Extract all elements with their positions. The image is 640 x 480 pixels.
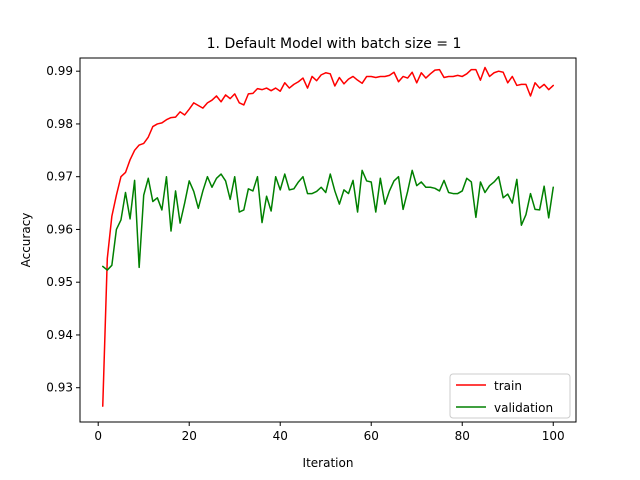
plot-frame <box>79 57 577 423</box>
y-tick-label: 0.99 <box>46 64 73 78</box>
y-tick-label: 0.98 <box>46 117 73 131</box>
series-line-train <box>102 66 554 407</box>
series-line-validation <box>102 169 554 271</box>
y-axis: 0.93 0.94 0.95 0.96 0.97 0.98 0.99 <box>46 64 80 395</box>
y-axis-label: Accuracy <box>19 213 33 268</box>
x-tick-label: 40 <box>273 429 288 443</box>
x-tick-label: 80 <box>455 429 470 443</box>
legend-train-label: train <box>494 379 522 393</box>
plot-area <box>102 66 554 407</box>
y-tick-label: 0.93 <box>46 381 73 395</box>
x-tick-label: 0 <box>94 429 102 443</box>
x-axis-label: Iteration <box>303 456 354 470</box>
y-tick-label: 0.94 <box>46 328 73 342</box>
y-tick-label: 0.97 <box>46 170 73 184</box>
x-tick-label: 60 <box>364 429 379 443</box>
legend-validation-label: validation <box>494 401 553 415</box>
y-tick-label: 0.96 <box>46 222 73 236</box>
x-tick-label: 20 <box>182 429 197 443</box>
y-tick-label: 0.95 <box>46 275 73 289</box>
x-tick-label: 100 <box>542 429 565 443</box>
chart-title: 1. Default Model with batch size = 1 <box>207 36 462 52</box>
x-axis: 0 20 40 60 80 100 <box>94 422 565 443</box>
legend: train validation <box>449 373 571 419</box>
